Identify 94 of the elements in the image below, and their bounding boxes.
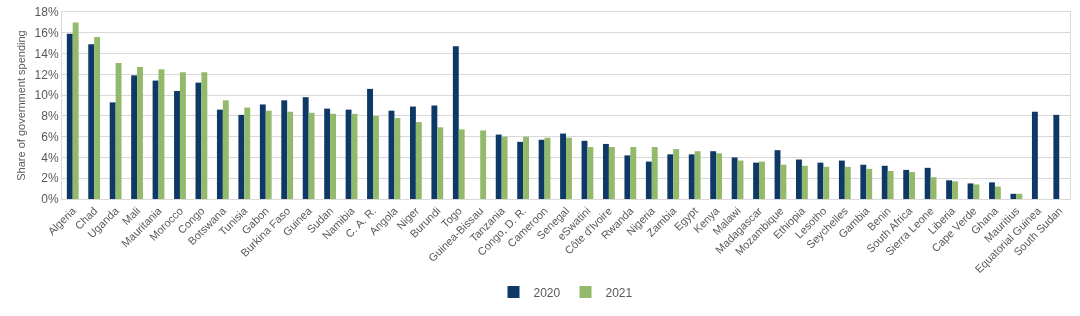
bar <box>801 165 808 199</box>
bar <box>66 33 73 199</box>
bar <box>630 147 637 199</box>
bar <box>174 90 180 199</box>
legend-label: 2020 <box>533 285 561 300</box>
bar <box>179 72 186 199</box>
bar <box>259 104 266 199</box>
bar <box>394 117 401 199</box>
y-tick-label: 0% <box>41 192 59 207</box>
bar <box>302 97 309 199</box>
bar <box>501 136 508 199</box>
bar <box>887 170 894 199</box>
bar <box>946 180 953 199</box>
bar <box>201 72 208 199</box>
bar <box>345 109 352 199</box>
bar <box>667 154 674 199</box>
bar <box>823 166 830 199</box>
bar <box>780 164 787 199</box>
bar <box>603 143 609 199</box>
bar <box>287 111 294 199</box>
bar <box>330 113 336 199</box>
bar <box>238 114 245 199</box>
bar <box>731 157 738 199</box>
bar <box>1053 114 1060 199</box>
bar <box>495 134 502 199</box>
bar <box>903 169 910 199</box>
bar <box>452 46 459 199</box>
bar <box>216 109 223 199</box>
bar <box>72 22 79 199</box>
bar <box>710 151 717 199</box>
bar <box>458 129 465 199</box>
y-tick-label: 18% <box>34 5 59 20</box>
bar <box>608 147 615 199</box>
bar <box>838 160 845 199</box>
bar <box>909 171 916 199</box>
bar <box>694 151 701 199</box>
bar <box>131 75 138 199</box>
bar <box>415 122 422 199</box>
bar <box>560 133 566 199</box>
y-axis-title: Share of government spending <box>15 30 28 181</box>
legend-label: 2021 <box>605 285 633 300</box>
bar <box>924 167 931 199</box>
bar <box>431 105 438 199</box>
bar <box>651 147 658 199</box>
y-tick-label: 10% <box>34 88 59 103</box>
bar <box>566 137 572 199</box>
y-tick-label: 8% <box>41 109 59 124</box>
y-tick-label: 4% <box>41 150 59 165</box>
bar <box>109 102 116 199</box>
y-tick-label: 16% <box>34 25 59 40</box>
bar <box>881 165 888 199</box>
bar <box>688 154 695 199</box>
bar <box>860 164 867 199</box>
bar <box>115 62 122 199</box>
bar <box>817 162 824 199</box>
bar <box>517 141 524 199</box>
bar <box>989 182 995 199</box>
bar <box>523 136 529 199</box>
bar <box>437 127 444 199</box>
bar <box>409 106 416 199</box>
bar <box>1031 111 1038 199</box>
y-tick-label: 14% <box>34 46 59 61</box>
bar <box>244 107 251 199</box>
bar <box>952 181 958 199</box>
bar <box>137 67 143 199</box>
bar <box>753 162 760 199</box>
bar <box>866 168 873 199</box>
bar <box>324 108 331 199</box>
bar <box>480 130 487 199</box>
bar <box>88 44 95 199</box>
bar <box>372 115 379 199</box>
bar <box>222 100 229 199</box>
y-tick-label: 6% <box>41 129 59 144</box>
bar <box>265 110 272 199</box>
bar <box>587 147 594 199</box>
bar <box>673 149 680 199</box>
bar <box>1016 193 1023 199</box>
bar <box>716 153 723 199</box>
bar <box>796 159 802 199</box>
bar <box>973 184 980 199</box>
bar <box>281 100 288 199</box>
bar <box>759 161 765 199</box>
y-tick-label: 2% <box>41 171 59 186</box>
bar <box>624 155 631 199</box>
bar <box>94 36 101 199</box>
bar <box>308 112 315 199</box>
bar <box>367 88 373 199</box>
bar <box>538 139 545 199</box>
bar <box>645 161 652 199</box>
bar <box>1010 193 1017 199</box>
bar <box>152 80 159 199</box>
bar <box>994 186 1001 199</box>
bar <box>844 166 851 199</box>
y-tick-label: 12% <box>34 67 59 82</box>
